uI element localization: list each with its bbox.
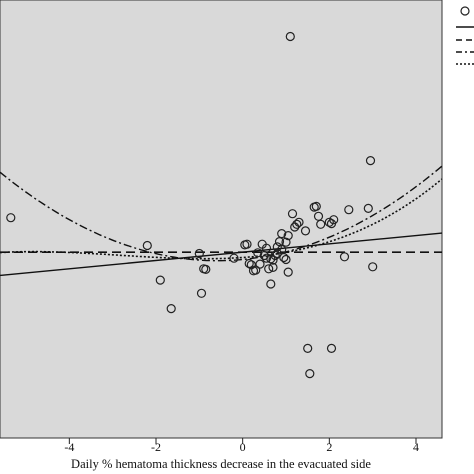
x-axis-title: Daily % hematoma thickness decrease in t…: [71, 457, 371, 471]
data-point: [339, 252, 350, 262]
x-tick-label: -2: [151, 440, 161, 454]
data-point: [365, 156, 376, 166]
data-point: [264, 264, 274, 274]
data-point: [316, 219, 326, 229]
legend: [456, 6, 474, 65]
data-point: [294, 217, 304, 227]
x-tick-label: 4: [413, 440, 419, 454]
x-tick-label: 0: [240, 440, 246, 454]
data-point: [283, 231, 293, 241]
data-point: [300, 226, 311, 236]
data-point: [229, 253, 239, 263]
data-point: [329, 215, 339, 225]
data-point: [311, 201, 321, 211]
linear-fit-line: [0, 232, 443, 277]
data-point: [292, 219, 302, 229]
data-point: [261, 243, 272, 253]
data-point: [261, 253, 272, 263]
legend-observed-marker: [460, 6, 470, 16]
data-point: [196, 288, 207, 298]
x-axis: -4 -2 0 2 4: [64, 438, 419, 454]
data-point: [270, 250, 280, 261]
data-point: [283, 267, 293, 277]
data-point: [287, 209, 298, 219]
data-point: [285, 31, 295, 42]
data-point: [303, 343, 313, 353]
data-point: [155, 275, 165, 285]
x-tick-label: -4: [64, 440, 74, 454]
data-point: [6, 213, 16, 223]
data-point: [194, 248, 204, 259]
data-point: [324, 217, 334, 227]
data-point: [268, 255, 278, 265]
data-point: [201, 264, 211, 274]
data-point: [277, 229, 287, 239]
data-point: [268, 262, 278, 272]
data-point: [166, 304, 176, 314]
data-point: [251, 265, 261, 275]
data-point: [344, 205, 354, 215]
plot-area: [0, 0, 443, 439]
observed-points: [6, 31, 378, 379]
data-point: [244, 258, 254, 269]
fit-lines: [0, 165, 443, 277]
x-tick-label: 2: [326, 440, 332, 454]
data-point: [279, 252, 289, 263]
data-point: [266, 279, 276, 289]
quadratic-fit-line: [0, 165, 443, 262]
data-point: [326, 343, 337, 353]
data-point: [142, 240, 152, 251]
data-point: [272, 242, 282, 252]
data-point: [363, 203, 373, 213]
data-point: [242, 239, 252, 249]
data-point: [368, 262, 378, 272]
data-point: [255, 259, 265, 269]
data-point: [305, 369, 315, 379]
data-point: [281, 237, 291, 247]
cubic-fit-line: [0, 178, 443, 260]
data-point: [281, 254, 291, 265]
